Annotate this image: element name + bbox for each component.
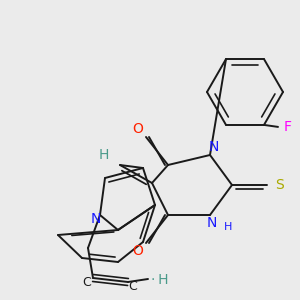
- Text: H: H: [99, 148, 109, 162]
- Text: H: H: [224, 222, 232, 232]
- Text: · H: · H: [151, 273, 169, 287]
- Text: N: N: [207, 216, 217, 230]
- Text: O: O: [133, 244, 143, 258]
- Text: C: C: [129, 280, 137, 292]
- Text: C: C: [82, 275, 91, 289]
- Text: N: N: [209, 140, 219, 154]
- Text: N: N: [91, 212, 101, 226]
- Text: O: O: [133, 122, 143, 136]
- Text: S: S: [274, 178, 284, 192]
- Text: F: F: [284, 120, 292, 134]
